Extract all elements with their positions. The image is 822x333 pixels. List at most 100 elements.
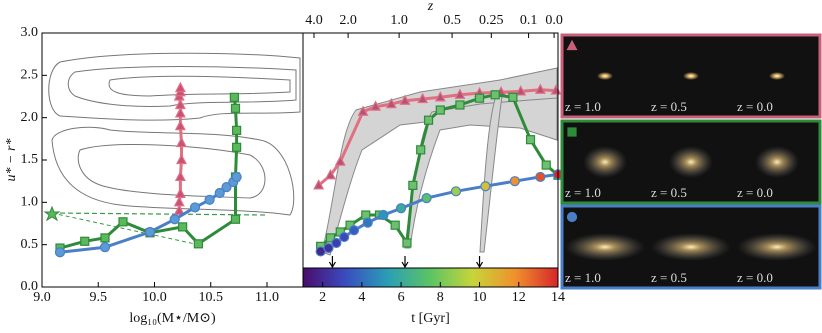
x-axis-label: log₁₀(M⋆/M⊙) [129, 311, 216, 326]
marker [357, 105, 369, 116]
z-label: z = 0.0 [737, 185, 773, 200]
x-tick-label: 2 [319, 290, 326, 305]
z-label: z = 1.0 [565, 270, 601, 285]
marker [566, 211, 578, 223]
marker [455, 100, 465, 110]
galaxy [769, 72, 785, 80]
marker [229, 92, 239, 102]
marker [567, 127, 577, 137]
marker [99, 242, 111, 253]
marker [535, 171, 546, 183]
marker [232, 125, 242, 135]
marker [331, 237, 342, 249]
arrow [476, 256, 484, 269]
x-tick-label: 6 [398, 290, 405, 305]
marker [509, 176, 520, 187]
x-tick-label: 9.0 [33, 290, 51, 305]
marker [232, 142, 242, 152]
galaxy [683, 72, 699, 80]
z-label: z = 0.5 [651, 270, 687, 285]
reference-lines [43, 205, 266, 246]
x2-tick-label: 0.0 [545, 13, 563, 28]
marker [193, 239, 203, 249]
x2-tick-label: 2.0 [339, 13, 357, 28]
galaxy [565, 233, 645, 261]
galaxy [737, 233, 817, 261]
marker [423, 115, 434, 125]
marker [174, 81, 186, 93]
galaxy [583, 146, 627, 178]
marker [480, 181, 491, 192]
arrow [401, 256, 409, 269]
marker [508, 92, 518, 102]
marker [370, 100, 382, 111]
marker [221, 181, 232, 193]
image-row-frame [560, 119, 822, 205]
x-tick-label: 10 [473, 290, 487, 305]
marker [348, 225, 360, 236]
marker [525, 135, 536, 145]
x-tick-label: 4 [358, 290, 365, 305]
marker [313, 179, 325, 190]
x2-tick-label: 0.1 [520, 13, 538, 28]
marker [144, 226, 156, 238]
marker [390, 220, 400, 230]
x2-axis-label: z [427, 0, 434, 14]
z-label: z = 1.0 [565, 185, 601, 200]
arrow [328, 256, 336, 269]
y-tick-label: 1.0 [21, 195, 39, 210]
marker [323, 242, 334, 254]
x-tick-label: 11.0 [255, 290, 279, 305]
marker [450, 186, 462, 197]
marker [434, 91, 446, 102]
x-tick-label: 14 [551, 290, 565, 305]
z-label: z = 0.5 [651, 99, 687, 114]
marker [362, 217, 373, 228]
colorbar [302, 267, 559, 288]
marker [435, 105, 445, 115]
x-tick-label: 9.5 [90, 290, 108, 305]
marker [176, 153, 187, 165]
marker [416, 145, 426, 155]
x2-tick-label: 1.0 [390, 13, 408, 28]
y-tick-label: 1.5 [21, 152, 39, 167]
marker [566, 39, 578, 51]
galaxy [669, 146, 713, 178]
marker [174, 187, 186, 198]
galaxy [597, 72, 613, 80]
marker [169, 214, 180, 225]
marker [231, 171, 242, 183]
x-axis-label: t [Gyr] [411, 311, 450, 326]
marker [395, 203, 407, 214]
x-tick-label: 12 [512, 290, 526, 305]
marker [173, 204, 185, 215]
marker [174, 107, 186, 118]
marker [334, 155, 346, 166]
marker [490, 90, 500, 100]
galaxy [755, 146, 799, 178]
x2-tick-label: 0.5 [443, 13, 461, 28]
marker [454, 88, 466, 99]
marker [214, 187, 225, 199]
series-line [320, 172, 559, 253]
image-row-frame [560, 204, 822, 290]
density-contours [48, 52, 301, 216]
plot-frame [302, 32, 559, 288]
marker [408, 180, 418, 190]
marker [189, 202, 201, 213]
marker [174, 98, 186, 110]
marker [54, 247, 66, 258]
marker [100, 233, 110, 243]
marker [378, 209, 389, 221]
marker [515, 85, 527, 96]
z-label: z = 0.0 [737, 270, 773, 285]
marker [534, 83, 546, 94]
marker [174, 170, 186, 182]
marker [421, 193, 432, 204]
marker [399, 94, 411, 105]
marker [176, 136, 187, 148]
z-label: z = 0.0 [737, 99, 773, 114]
marker [541, 160, 551, 170]
x2-tick-label: 0.25 [479, 13, 504, 28]
